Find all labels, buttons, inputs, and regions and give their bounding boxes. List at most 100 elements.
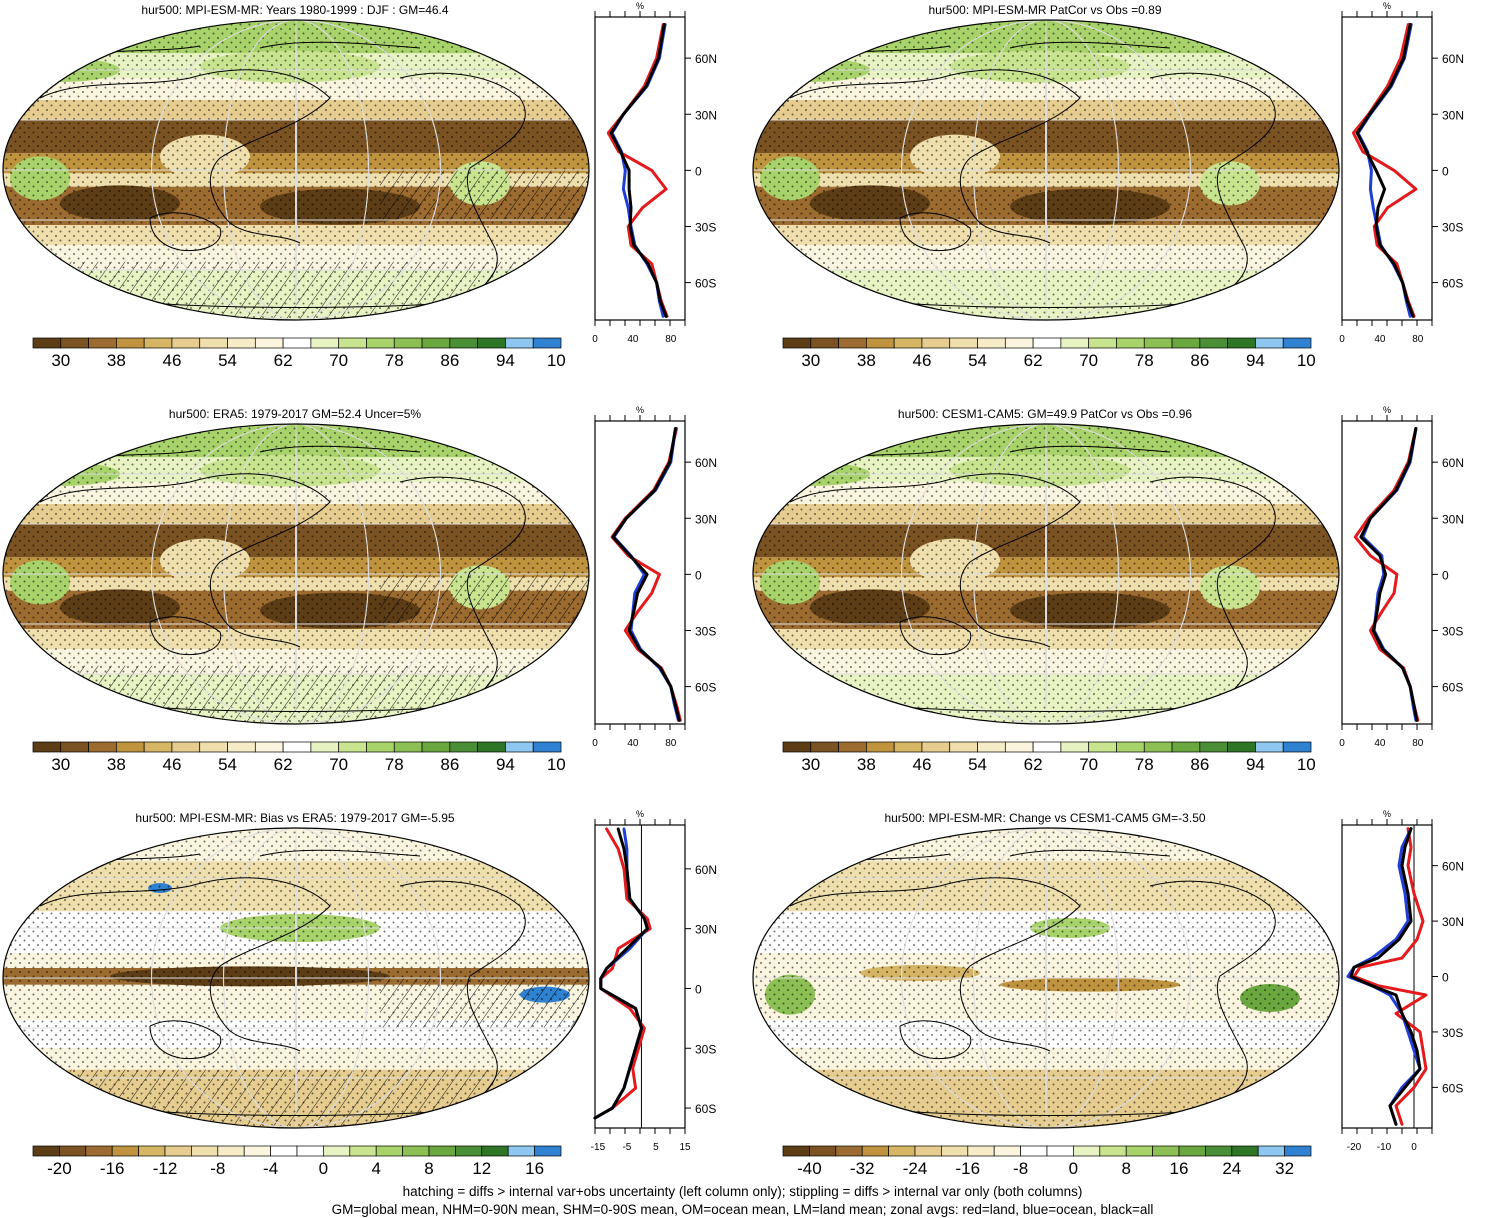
colorbar-tick-label: 46 bbox=[162, 351, 181, 370]
colorbar-box bbox=[782, 741, 812, 753]
colorbar-box bbox=[1060, 741, 1090, 753]
zonal-series-land bbox=[1351, 23, 1418, 318]
colorbar-tick-label: 32 bbox=[1275, 1159, 1294, 1178]
colorbar-tick-label: -16 bbox=[956, 1159, 981, 1178]
zonal-xtick-label: 80 bbox=[1412, 334, 1424, 345]
colorbar-box bbox=[217, 1145, 245, 1157]
colorbar-tick-label: 24 bbox=[1222, 1159, 1241, 1178]
zonal-xtick-label: 15 bbox=[679, 1142, 691, 1153]
colorbar-box bbox=[366, 741, 395, 753]
colorbar-box bbox=[477, 741, 506, 753]
colorbar-box bbox=[1032, 741, 1062, 753]
panel-title: hur500: MPI-ESM-MR: Years 1980-1999 : DJ… bbox=[141, 3, 449, 17]
zonal-mean-plot: % -20 -10 0 60N 30N 0 30S 60S bbox=[1341, 809, 1464, 1153]
colorbar-box bbox=[243, 1145, 271, 1157]
zonal-xlabel: % bbox=[636, 405, 644, 415]
colorbar-tick-label: -8 bbox=[1013, 1159, 1028, 1178]
zonal-ytick-label: 30S bbox=[695, 624, 716, 638]
colorbar-tick-label: 78 bbox=[385, 755, 404, 774]
panel-title: hur500: MPI-ESM-MR: Change vs CESM1-CAM5… bbox=[884, 811, 1206, 825]
zonal-mean-plot: % -15 -5 5 15 60N 30N 0 30S 60S bbox=[591, 809, 717, 1153]
zonal-ytick-label: 30N bbox=[1442, 915, 1464, 929]
colorbar-tick-label: 94 bbox=[1246, 351, 1265, 370]
colorbar-tick-label: 78 bbox=[385, 351, 404, 370]
colorbar-box bbox=[893, 337, 923, 349]
panel-title: hur500: MPI-ESM-MR PatCor vs Obs =0.89 bbox=[928, 3, 1162, 17]
colorbar-tick-label: 30 bbox=[801, 351, 820, 370]
colorbar-box bbox=[143, 741, 173, 753]
zonal-ytick-label: 0 bbox=[695, 164, 702, 178]
zonal-ytick-label: 60S bbox=[695, 1102, 716, 1116]
colorbar-box bbox=[1255, 337, 1284, 349]
colorbar-box bbox=[534, 1145, 562, 1157]
zonal-xtick-label: -5 bbox=[622, 1142, 631, 1153]
colorbar-box bbox=[921, 337, 951, 349]
colorbar-tick-label: 70 bbox=[329, 755, 348, 774]
colorbar-box bbox=[477, 337, 506, 349]
colorbar-tick-label: 0 bbox=[319, 1159, 328, 1178]
colorbar: 303846546270788694102110 bbox=[32, 337, 565, 370]
zonal-series-all bbox=[1355, 23, 1415, 318]
colorbar-tick-label: 94 bbox=[496, 351, 515, 370]
colorbar-tick-label: -32 bbox=[850, 1159, 875, 1178]
zonal-xlabel: % bbox=[636, 1, 644, 11]
colorbar-box bbox=[60, 741, 89, 753]
colorbar-box bbox=[1199, 337, 1228, 349]
colorbar-box bbox=[1088, 337, 1117, 349]
panel-model-patcor: hur500: MPI-ESM-MR PatCor vs Obs =0.89 %… bbox=[745, 0, 1485, 395]
zonal-ytick-label: 60N bbox=[695, 456, 717, 470]
colorbar-tick-label: 94 bbox=[1246, 755, 1265, 774]
zonal-ytick-label: 30N bbox=[1442, 108, 1464, 122]
zonal-mean-plot: % 0 40 80 60N 30N 0 30S 60S bbox=[1339, 405, 1464, 749]
colorbar-tick-label: -4 bbox=[263, 1159, 278, 1178]
colorbar-box bbox=[1143, 741, 1173, 753]
colorbar-box bbox=[1199, 741, 1228, 753]
colorbar-tick-label: 54 bbox=[968, 755, 987, 774]
colorbar-box bbox=[888, 1145, 916, 1157]
colorbar-box bbox=[254, 337, 284, 349]
zonal-frame bbox=[594, 824, 686, 1129]
colorbar-tick-label: -20 bbox=[47, 1159, 72, 1178]
colorbar-tick-label: 46 bbox=[912, 351, 931, 370]
zonal-frame bbox=[594, 420, 686, 725]
colorbar-box bbox=[338, 337, 367, 349]
zonal-series-ocean bbox=[1356, 23, 1413, 318]
colorbar-box bbox=[402, 1145, 430, 1157]
colorbar-box bbox=[1205, 1145, 1233, 1157]
colorbar-tick-label: 78 bbox=[1135, 755, 1154, 774]
colorbar-tick-label: -40 bbox=[797, 1159, 822, 1178]
zonal-series-all bbox=[1349, 827, 1422, 1126]
colorbar-box bbox=[810, 337, 839, 349]
colorbar-box bbox=[59, 1145, 87, 1157]
colorbar-box bbox=[296, 1145, 324, 1157]
zonal-series-all bbox=[593, 827, 649, 1120]
colorbar-box bbox=[449, 337, 478, 349]
colorbar-box bbox=[116, 337, 145, 349]
zonal-ytick-label: 0 bbox=[695, 568, 702, 582]
colorbar-box bbox=[323, 1145, 351, 1157]
zonal-xtick-label: 5 bbox=[653, 1142, 659, 1153]
colorbar: 303846546270788694102110 bbox=[32, 741, 565, 774]
colorbar-box bbox=[310, 741, 340, 753]
colorbar-box bbox=[914, 1145, 942, 1157]
colorbar-tick-label: -24 bbox=[903, 1159, 928, 1178]
zonal-ytick-label: 30S bbox=[1442, 1026, 1463, 1040]
colorbar-box bbox=[505, 337, 534, 349]
colorbar-box bbox=[227, 337, 256, 349]
colorbar-box bbox=[507, 1145, 535, 1157]
colorbar-tick-label: 38 bbox=[857, 351, 876, 370]
colorbar-tick-label: 102 bbox=[1297, 755, 1315, 774]
colorbar-box bbox=[532, 337, 562, 349]
zonal-xtick-label: 0 bbox=[592, 738, 598, 749]
zonal-ytick-label: 30N bbox=[695, 923, 717, 937]
colorbar-tick-label: 46 bbox=[912, 755, 931, 774]
zonal-ytick-label: 30N bbox=[695, 108, 717, 122]
zonal-mean-plot: % 0 40 80 60N 30N 0 30S 60S bbox=[592, 1, 717, 345]
zonal-series-land bbox=[1352, 827, 1428, 1126]
colorbar-box bbox=[310, 337, 340, 349]
colorbar-box bbox=[421, 741, 451, 753]
zonal-xtick-label: 80 bbox=[1412, 738, 1424, 749]
colorbar-box bbox=[835, 1145, 863, 1157]
colorbar-box bbox=[1227, 741, 1256, 753]
colorbar-tick-label: 62 bbox=[274, 755, 293, 774]
